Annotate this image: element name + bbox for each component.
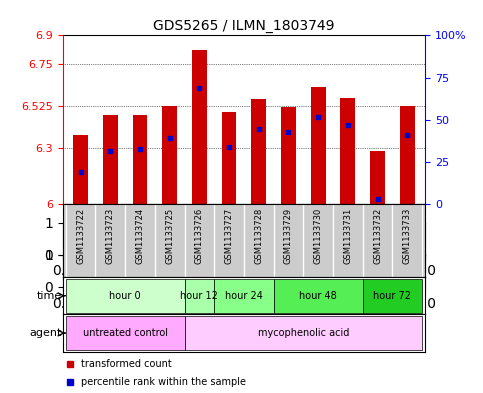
Text: hour 48: hour 48 xyxy=(299,291,337,301)
Title: GDS5265 / ILMN_1803749: GDS5265 / ILMN_1803749 xyxy=(153,19,335,33)
Text: GSM1133733: GSM1133733 xyxy=(403,208,412,264)
Bar xyxy=(73,135,88,204)
Text: hour 72: hour 72 xyxy=(373,291,412,301)
Bar xyxy=(370,151,385,204)
FancyBboxPatch shape xyxy=(185,279,214,312)
Text: agent: agent xyxy=(30,328,62,338)
Text: GSM1133727: GSM1133727 xyxy=(225,208,234,264)
Text: GSM1133728: GSM1133728 xyxy=(254,208,263,264)
Text: GSM1133729: GSM1133729 xyxy=(284,208,293,264)
Text: GSM1133732: GSM1133732 xyxy=(373,208,382,264)
Text: hour 24: hour 24 xyxy=(225,291,263,301)
Bar xyxy=(132,115,147,204)
FancyBboxPatch shape xyxy=(66,316,185,350)
Bar xyxy=(192,50,207,204)
Text: GSM1133726: GSM1133726 xyxy=(195,208,204,264)
Text: GSM1133722: GSM1133722 xyxy=(76,208,85,264)
Text: GSM1133725: GSM1133725 xyxy=(165,208,174,264)
Bar xyxy=(281,107,296,204)
Bar xyxy=(222,112,237,204)
Text: mycophenolic acid: mycophenolic acid xyxy=(257,328,349,338)
Bar xyxy=(162,106,177,204)
Text: percentile rank within the sample: percentile rank within the sample xyxy=(81,377,246,387)
Bar xyxy=(341,98,355,204)
Text: GSM1133730: GSM1133730 xyxy=(313,208,323,264)
Bar xyxy=(251,99,266,204)
Text: time: time xyxy=(37,291,62,301)
FancyBboxPatch shape xyxy=(66,279,185,312)
Text: untreated control: untreated control xyxy=(83,328,168,338)
Bar xyxy=(311,87,326,204)
Bar xyxy=(400,106,414,204)
Text: transformed count: transformed count xyxy=(81,359,171,369)
FancyBboxPatch shape xyxy=(273,279,363,312)
FancyBboxPatch shape xyxy=(185,316,422,350)
Text: GSM1133724: GSM1133724 xyxy=(136,208,144,264)
FancyBboxPatch shape xyxy=(363,279,422,312)
Text: GSM1133723: GSM1133723 xyxy=(106,208,115,264)
Text: GSM1133731: GSM1133731 xyxy=(343,208,352,264)
Bar xyxy=(103,115,118,204)
FancyBboxPatch shape xyxy=(214,279,273,312)
Text: hour 12: hour 12 xyxy=(181,291,218,301)
Text: hour 0: hour 0 xyxy=(109,291,141,301)
